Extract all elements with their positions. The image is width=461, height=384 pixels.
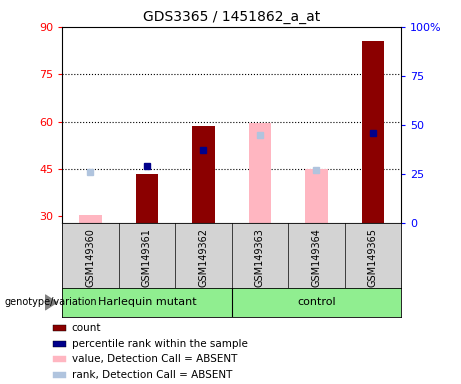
Text: control: control	[297, 297, 336, 308]
Bar	[53, 325, 66, 331]
Bar	[53, 341, 66, 347]
Text: GSM149363: GSM149363	[255, 228, 265, 287]
Text: percentile rank within the sample: percentile rank within the sample	[71, 339, 248, 349]
Bar	[53, 372, 66, 378]
Polygon shape	[45, 295, 57, 310]
Text: GSM149361: GSM149361	[142, 228, 152, 287]
Text: value, Detection Call = ABSENT: value, Detection Call = ABSENT	[71, 354, 237, 364]
Bar	[305, 169, 328, 223]
Text: GSM149365: GSM149365	[368, 228, 378, 287]
Text: Harlequin mutant: Harlequin mutant	[98, 297, 196, 308]
Text: GSM149364: GSM149364	[311, 228, 321, 287]
Bar	[79, 215, 102, 223]
Bar	[53, 356, 66, 362]
Bar	[192, 126, 215, 223]
Text: rank, Detection Call = ABSENT: rank, Detection Call = ABSENT	[71, 370, 232, 380]
Bar	[248, 123, 271, 223]
Text: GSM149362: GSM149362	[198, 228, 208, 287]
Text: count: count	[71, 323, 101, 333]
Bar	[361, 41, 384, 223]
Title: GDS3365 / 1451862_a_at: GDS3365 / 1451862_a_at	[143, 10, 320, 25]
Text: GSM149360: GSM149360	[85, 228, 95, 287]
Text: genotype/variation: genotype/variation	[5, 297, 97, 308]
Bar	[136, 174, 158, 223]
